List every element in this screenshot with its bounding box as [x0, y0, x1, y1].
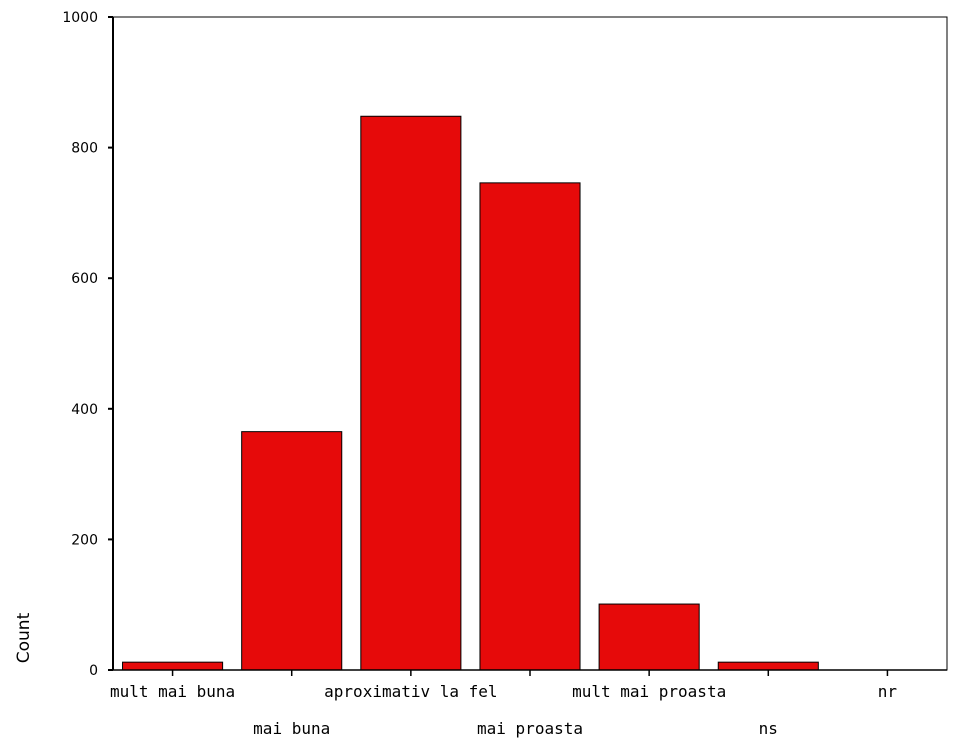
x-tick-label: nr	[878, 682, 898, 701]
x-tick-label: mai proasta	[477, 719, 583, 738]
y-axis: 0 200 400 600 800 1000	[62, 10, 114, 679]
bar	[717, 661, 819, 671]
y-tick-label: 800	[71, 141, 98, 157]
bar	[241, 431, 343, 671]
bar	[598, 603, 700, 671]
x-axis: mult mai buna mai buna aproximativ la fel m…	[108, 669, 947, 738]
y-axis-label: Count	[14, 612, 34, 663]
x-tick-label: mult mai buna	[110, 682, 235, 701]
bars-group	[122, 115, 819, 671]
x-tick-label: aproximativ la fel	[324, 682, 497, 701]
x-tick-label: mult mai proasta	[572, 682, 726, 701]
x-tick-label: ns	[759, 719, 778, 738]
x-tick-label: mai buna	[253, 719, 330, 738]
y-tick-label: 400	[71, 402, 98, 418]
bar	[122, 661, 224, 671]
y-tick-label: 0	[89, 663, 98, 679]
bar	[360, 115, 462, 671]
y-tick-label: 1000	[62, 10, 98, 26]
bar	[479, 182, 581, 671]
y-tick-label: 200	[71, 532, 98, 548]
y-tick-label: 600	[71, 271, 98, 287]
